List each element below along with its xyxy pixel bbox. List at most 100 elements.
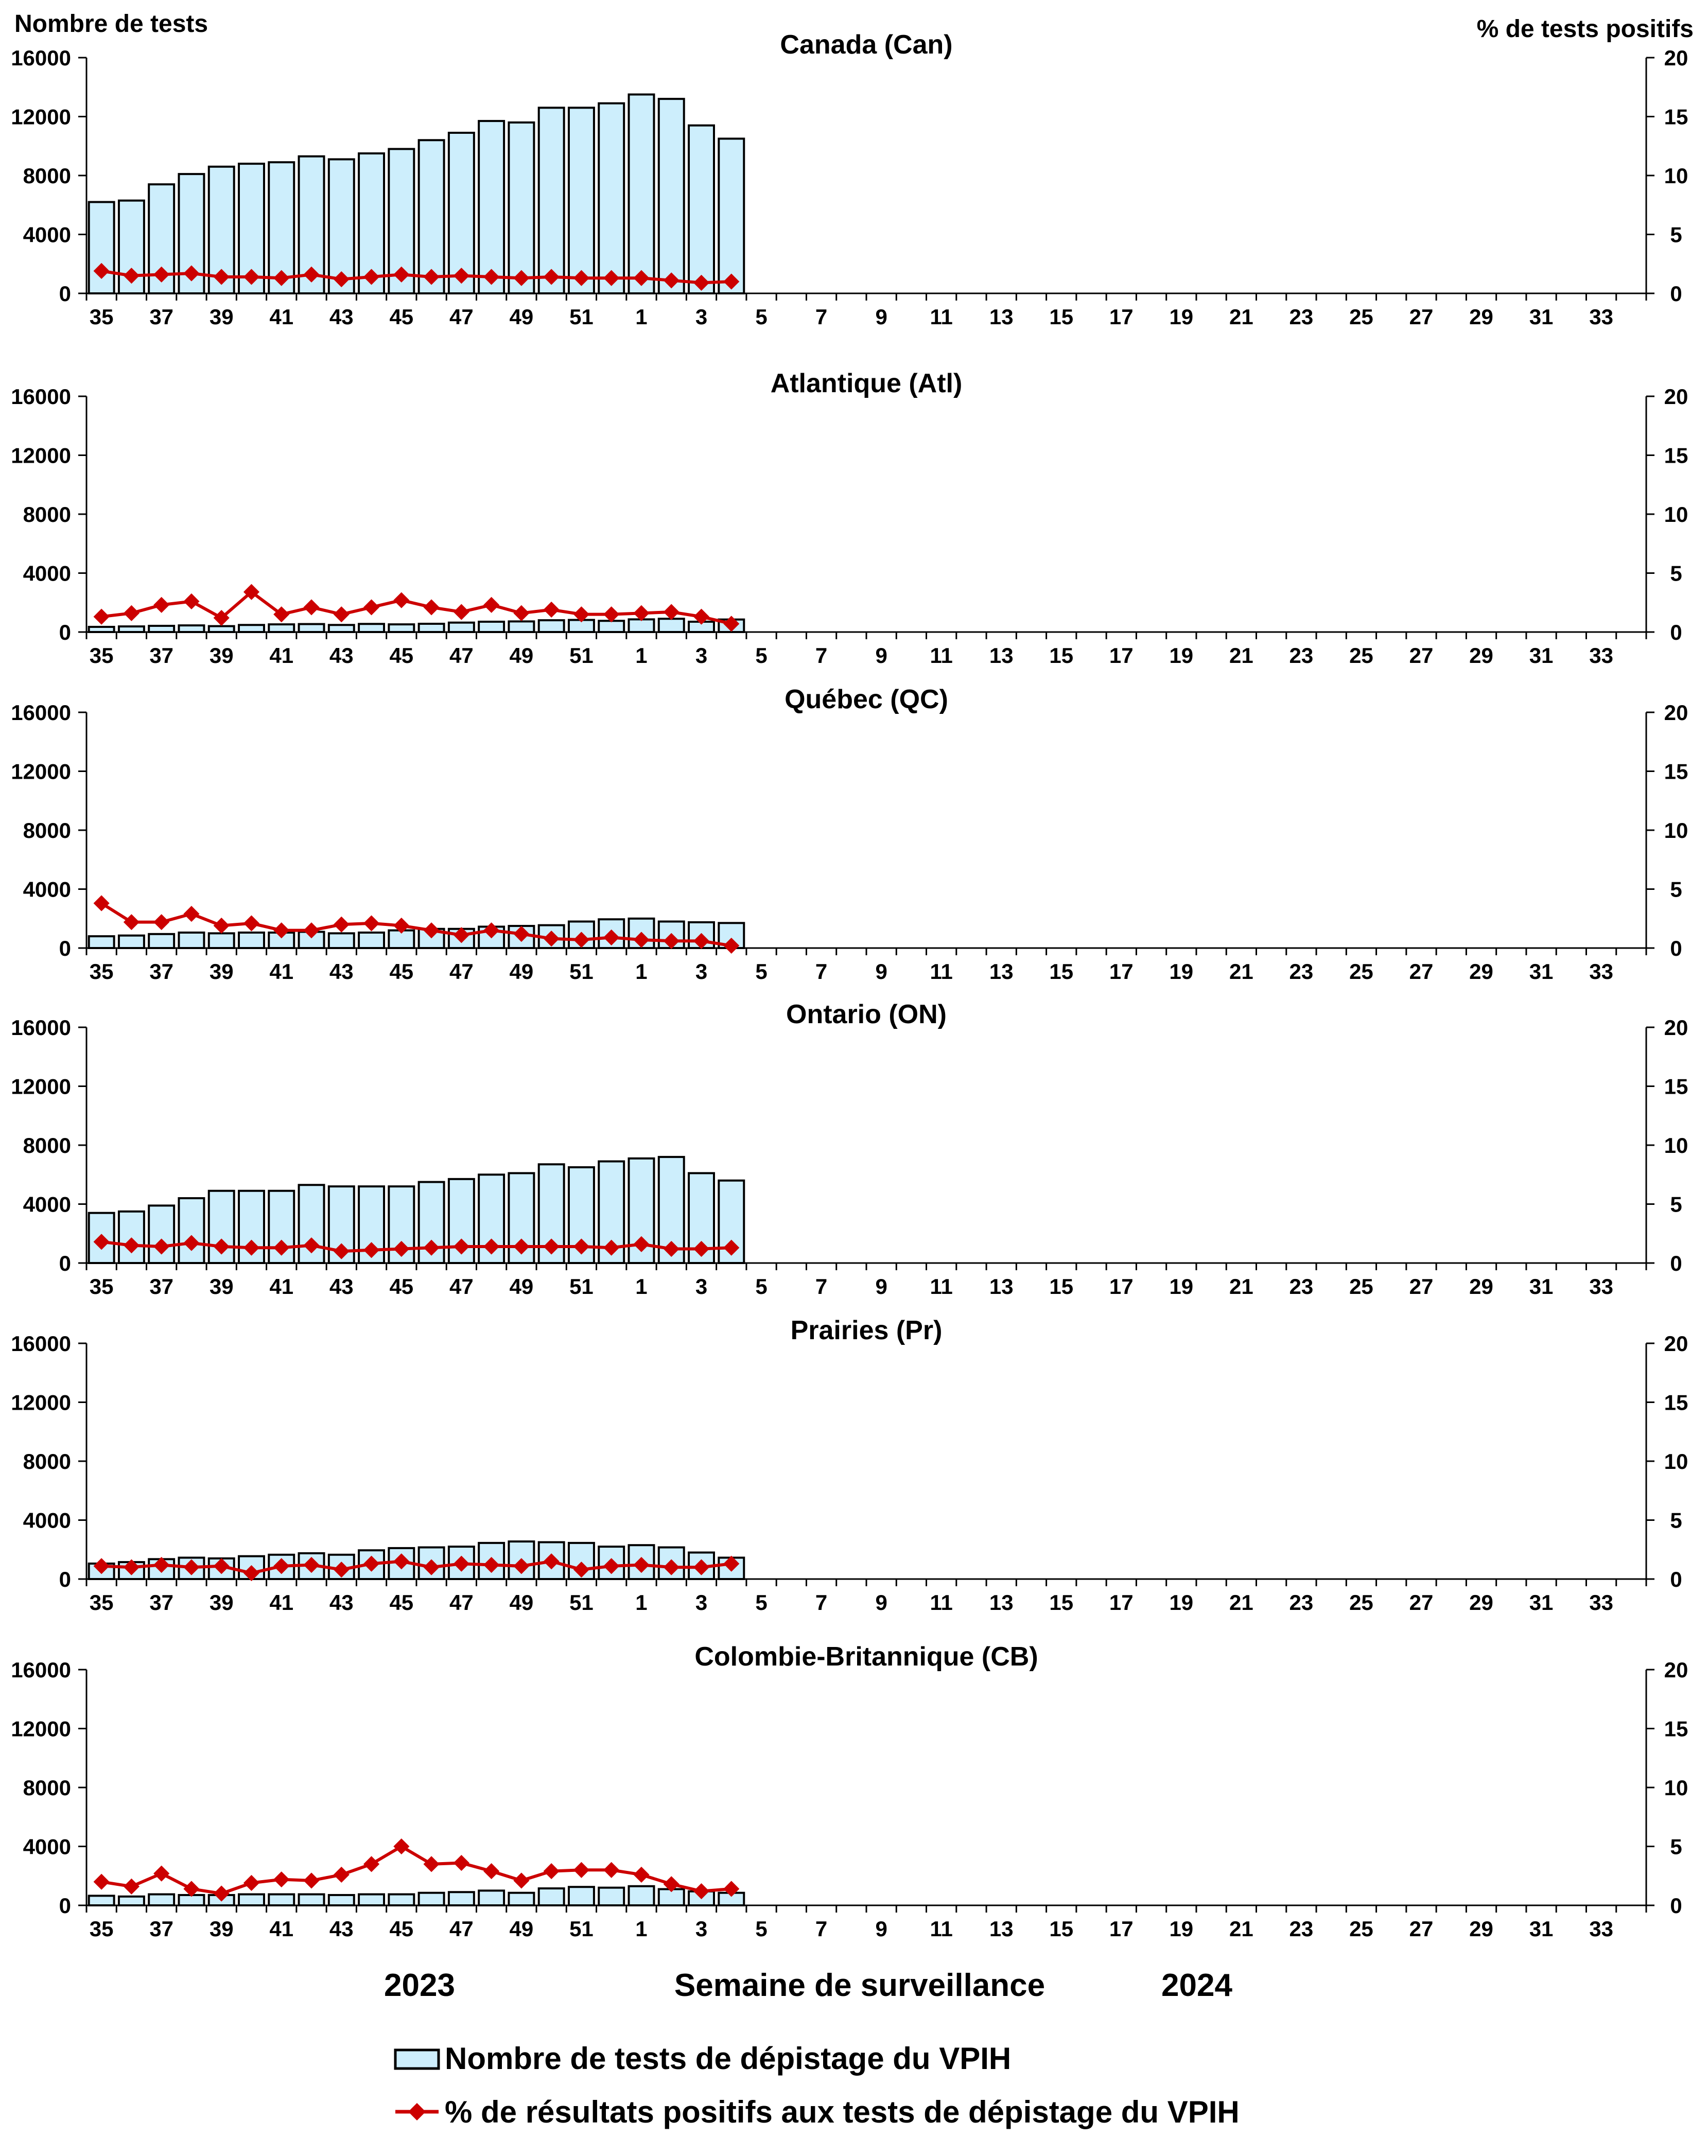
- x-tick-label: 25: [1349, 1274, 1373, 1299]
- x-tick-label: 25: [1349, 643, 1373, 668]
- x-tick-label: 21: [1229, 1917, 1253, 1941]
- y-tick-label-right: 20: [1664, 384, 1688, 409]
- x-tick-label: 1: [635, 1917, 647, 1941]
- percent-positive-point: [573, 1238, 589, 1255]
- x-tick-label: 21: [1229, 1274, 1253, 1299]
- x-tick-label: 39: [210, 1590, 234, 1615]
- x-tick-label: 17: [1109, 1590, 1134, 1615]
- x-tick-label: 45: [389, 1917, 413, 1941]
- bar: [178, 624, 205, 634]
- x-tick-label: 15: [1049, 1590, 1073, 1615]
- y-tick-label-left: 12000: [11, 1075, 71, 1099]
- x-tick-label: 23: [1289, 305, 1314, 329]
- percent-positive-point: [663, 604, 679, 620]
- y-tick-label-left: 12000: [11, 760, 71, 784]
- x-tick-label: 5: [755, 1590, 767, 1615]
- percent-positive-point: [633, 1236, 650, 1252]
- x-tick-label: 3: [695, 1274, 707, 1299]
- percent-positive-point: [603, 1239, 620, 1256]
- percent-positive-point: [393, 592, 410, 608]
- y-tick-label-left: 8000: [23, 1776, 71, 1800]
- y-tick-label-left: 0: [59, 1251, 71, 1275]
- percent-positive-point: [723, 1555, 740, 1572]
- bar: [478, 1889, 506, 1906]
- x-tick-label: 27: [1409, 305, 1434, 329]
- x-tick-label: 15: [1049, 1917, 1073, 1941]
- bar: [207, 932, 235, 949]
- x-tick-label: 13: [989, 643, 1014, 668]
- percent-positive-point: [693, 608, 710, 625]
- x-tick-label: 47: [449, 305, 474, 329]
- percent-positive-point: [543, 601, 560, 618]
- percent-positive-point: [663, 1240, 679, 1257]
- x-tick-label: 51: [569, 305, 594, 329]
- bar: [478, 620, 506, 634]
- percent-positive-point: [423, 1559, 440, 1575]
- y-tick-label-right: 5: [1670, 1509, 1682, 1533]
- percent-positive-point: [513, 1872, 530, 1889]
- percent-positive-point: [153, 266, 170, 283]
- percent-positive-point: [153, 1238, 170, 1255]
- percent-positive-point: [183, 1235, 200, 1251]
- x-tick-label: 23: [1289, 1917, 1314, 1941]
- y-tick-label-right: 5: [1670, 223, 1682, 247]
- percent-positive-point: [483, 1556, 500, 1573]
- percent-positive-point: [453, 604, 469, 620]
- x-tick-label: 41: [269, 1917, 293, 1941]
- percent-positive-point: [363, 599, 380, 616]
- x-tick-label: 5: [755, 643, 767, 668]
- x-tick-label: 3: [695, 1917, 707, 1941]
- x-tick-label: 11: [930, 1590, 952, 1615]
- x-tick-label: 37: [149, 1917, 173, 1941]
- percent-positive-point: [123, 1237, 140, 1254]
- percent-positive-line: [100, 902, 732, 948]
- x-tick-label: 37: [149, 643, 173, 668]
- x-tick-label: 17: [1109, 643, 1134, 668]
- x-tick-label: 33: [1589, 1274, 1613, 1299]
- x-tick-label: 31: [1529, 1917, 1554, 1941]
- x-tick-label: 29: [1469, 305, 1493, 329]
- panel-title: Prairies (Pr): [791, 1316, 943, 1345]
- x-tick-label: 31: [1529, 643, 1554, 668]
- year-2023-label: 2023: [384, 1968, 455, 2003]
- x-tick-label: 35: [90, 1274, 114, 1299]
- x-tick-label: 51: [569, 959, 594, 984]
- x-tick-label: 21: [1229, 959, 1253, 984]
- percent-positive-point: [243, 1565, 260, 1582]
- chart-panel: Colombie-Britannique (CB) 0 4000 8000 12000 1…: [11, 1642, 1688, 1941]
- bar: [148, 1893, 176, 1906]
- x-tick-label: 17: [1109, 1274, 1134, 1299]
- x-tick-label: 27: [1409, 959, 1434, 984]
- percent-positive-point: [723, 616, 740, 632]
- x-tick-label: 19: [1169, 959, 1193, 984]
- x-tick-label: 11: [930, 959, 952, 984]
- bar: [388, 623, 415, 633]
- bar: [117, 1210, 145, 1264]
- percent-positive-point: [633, 932, 650, 948]
- y-tick-label-left: 8000: [23, 1449, 71, 1474]
- bar: [88, 935, 115, 949]
- percent-positive-point: [333, 1866, 350, 1883]
- percent-positive-point: [453, 1238, 469, 1255]
- x-tick-label: 19: [1169, 1590, 1193, 1615]
- x-tick-label: 17: [1109, 1917, 1134, 1941]
- x-tick-label: 7: [815, 1590, 827, 1615]
- percent-positive-point: [303, 599, 320, 616]
- percent-positive-point: [213, 609, 230, 626]
- percent-positive-point: [423, 1239, 440, 1256]
- percent-positive-point: [243, 1874, 260, 1891]
- x-tick-label: 15: [1049, 959, 1073, 984]
- x-tick-label: 27: [1409, 1917, 1434, 1941]
- y-tick-label-left: 16000: [11, 1658, 71, 1682]
- percent-positive-point: [483, 1238, 500, 1255]
- y-tick-label-left: 16000: [11, 1015, 71, 1040]
- x-tick-label: 23: [1289, 1590, 1314, 1615]
- y-tick-label-right: 5: [1670, 1193, 1682, 1217]
- bar: [358, 931, 386, 949]
- x-tick-label: 9: [875, 959, 887, 984]
- y-tick-label-right: 15: [1664, 760, 1688, 784]
- x-tick-label: 19: [1169, 1274, 1193, 1299]
- percent-positive-point: [273, 1239, 290, 1256]
- x-tick-label: 9: [875, 1917, 887, 1941]
- x-tick-label: 1: [635, 643, 647, 668]
